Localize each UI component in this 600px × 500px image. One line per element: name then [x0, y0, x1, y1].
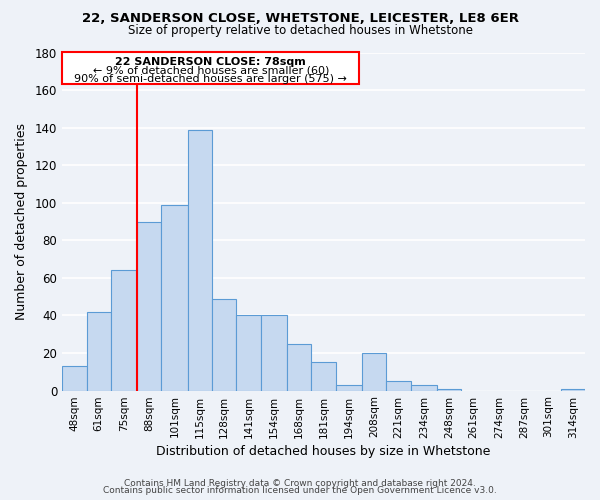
Bar	[437, 388, 461, 390]
Bar	[62, 52, 359, 84]
Bar	[137, 222, 161, 390]
Text: 90% of semi-detached houses are larger (575) →: 90% of semi-detached houses are larger (…	[74, 74, 347, 84]
Bar	[62, 366, 86, 390]
Text: Contains public sector information licensed under the Open Government Licence v3: Contains public sector information licen…	[103, 486, 497, 495]
Bar	[560, 388, 585, 390]
Bar	[212, 298, 236, 390]
X-axis label: Distribution of detached houses by size in Whetstone: Distribution of detached houses by size …	[157, 444, 491, 458]
Bar	[411, 385, 437, 390]
Text: Size of property relative to detached houses in Whetstone: Size of property relative to detached ho…	[128, 24, 473, 37]
Bar	[386, 381, 411, 390]
Bar	[161, 204, 188, 390]
Bar	[188, 130, 212, 390]
Bar	[311, 362, 336, 390]
Text: 22, SANDERSON CLOSE, WHETSTONE, LEICESTER, LE8 6ER: 22, SANDERSON CLOSE, WHETSTONE, LEICESTE…	[82, 12, 518, 24]
Bar	[287, 344, 311, 390]
Bar	[336, 385, 362, 390]
Bar	[236, 316, 261, 390]
Bar	[261, 316, 287, 390]
Y-axis label: Number of detached properties: Number of detached properties	[15, 123, 28, 320]
Bar	[362, 353, 386, 391]
Bar	[111, 270, 137, 390]
Text: 22 SANDERSON CLOSE: 78sqm: 22 SANDERSON CLOSE: 78sqm	[115, 57, 306, 67]
Text: Contains HM Land Registry data © Crown copyright and database right 2024.: Contains HM Land Registry data © Crown c…	[124, 478, 476, 488]
Bar	[86, 312, 111, 390]
Text: ← 9% of detached houses are smaller (60): ← 9% of detached houses are smaller (60)	[92, 66, 329, 76]
